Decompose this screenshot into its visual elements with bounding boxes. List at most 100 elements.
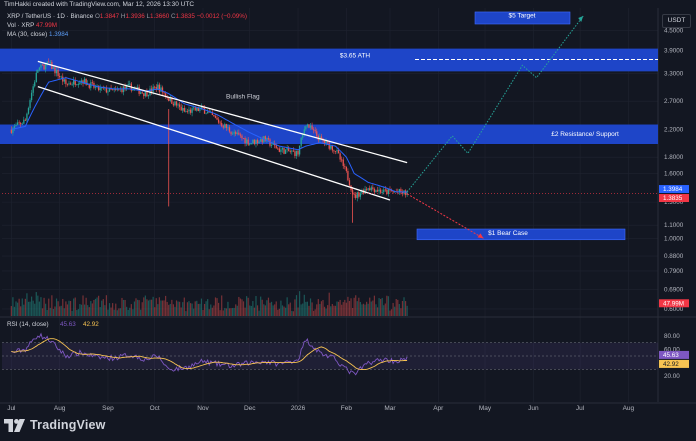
volume-bar [317, 299, 319, 316]
candle-body [258, 141, 260, 144]
volume-bar [160, 300, 162, 316]
candle-body [193, 107, 195, 109]
volume-bar [308, 305, 310, 316]
volume-bar [168, 304, 170, 316]
candle-body [224, 124, 226, 128]
volume-bar [275, 301, 277, 316]
volume-bar [52, 308, 55, 316]
volume-label[interactable]: Vol · XRP [7, 22, 35, 29]
volume-bar [380, 299, 382, 316]
volume-bar [224, 307, 226, 316]
volume-bar [21, 298, 23, 316]
candle-body [267, 138, 270, 140]
tradingview-brand[interactable]: TradingView [4, 418, 106, 432]
time-tick-label: May [479, 405, 492, 412]
candle-body [386, 189, 388, 195]
volume-bar [375, 304, 377, 316]
candle-body [337, 150, 340, 154]
candle-body [27, 108, 30, 114]
price-badge-text: 47.99M [663, 300, 684, 307]
candle-body [199, 108, 201, 112]
volume-bar [12, 297, 14, 316]
low-value: 1.3660 [149, 13, 170, 20]
volume-bar [10, 306, 12, 316]
symbol-name[interactable]: XRP / TetherUS · 1D · Binance [7, 13, 94, 20]
target-label: $5 Target [509, 12, 536, 19]
volume-bar [59, 306, 61, 316]
candle-body [107, 91, 109, 93]
volume-bar [362, 303, 365, 316]
candle-body [381, 192, 383, 194]
candle-body [369, 188, 371, 191]
volume-bar [337, 301, 340, 316]
candle-body [306, 124, 309, 127]
volume-bar [372, 300, 374, 316]
candle-body [180, 106, 182, 111]
candle-body [161, 87, 164, 93]
volume-bar [150, 299, 153, 316]
candle-body [158, 84, 161, 92]
volume-bar [356, 301, 358, 316]
candle-body [339, 153, 341, 160]
rsi-tick-label: 60.00 [664, 346, 680, 353]
volume-bar [233, 307, 235, 316]
volume-bar [152, 296, 154, 316]
ma-label[interactable]: MA (30, close) [7, 31, 48, 38]
rsi-title: RSI (14, close) [7, 321, 49, 328]
time-tick-label: Feb [341, 405, 353, 412]
volume-bar [119, 308, 122, 316]
volume-bar [193, 308, 195, 316]
volume-bar [397, 299, 399, 316]
volume-value: 47.99M [35, 22, 57, 29]
bullish-path [406, 15, 584, 193]
candle-body [80, 80, 83, 83]
candle-body [325, 140, 327, 144]
volume-bar [130, 304, 132, 316]
candle-body [194, 107, 196, 111]
volume-bar [387, 296, 390, 316]
candle-body [348, 180, 351, 186]
bear-path [406, 193, 484, 239]
candle-body [353, 193, 355, 195]
candle-body [164, 93, 167, 97]
volume-bar [66, 304, 69, 316]
candle-body [18, 122, 20, 124]
volume-bar [174, 306, 176, 316]
time-tick-label: 2026 [291, 405, 306, 412]
candle-body [376, 190, 379, 192]
volume-bar [303, 294, 305, 316]
volume-bar [157, 304, 159, 316]
volume-bar [41, 308, 44, 316]
candle-body [260, 139, 262, 142]
volume-bar [221, 295, 223, 316]
candle-body [311, 125, 313, 130]
currency-button[interactable]: USDT [662, 14, 691, 28]
volume-bar [278, 308, 280, 316]
price-tick-label: 2.2000 [664, 126, 684, 133]
candle-body [216, 117, 218, 120]
volume-bar [23, 304, 25, 316]
volume-bar [122, 299, 125, 316]
candle-body [141, 92, 143, 94]
volume-bar [266, 300, 268, 316]
close-label: C [171, 13, 176, 20]
candle-body [69, 83, 72, 85]
candle-body [323, 140, 326, 144]
price-tick-label: 0.6900 [664, 287, 684, 294]
time-tick-label: Jul [7, 405, 16, 412]
volume-bar [38, 301, 40, 316]
volume-bar [311, 302, 313, 316]
brand-name: TradingView [30, 418, 106, 432]
volume-bar [238, 296, 240, 316]
volume-bar [400, 308, 402, 316]
volume-bar [188, 301, 190, 316]
volume-bar [283, 306, 285, 316]
volume-bar [133, 301, 136, 316]
volume-bar [355, 295, 357, 316]
volume-bar [228, 308, 231, 316]
candle-body [177, 104, 179, 106]
candle-body [168, 98, 170, 101]
volume-bar [401, 301, 404, 316]
candle-body [333, 150, 335, 152]
